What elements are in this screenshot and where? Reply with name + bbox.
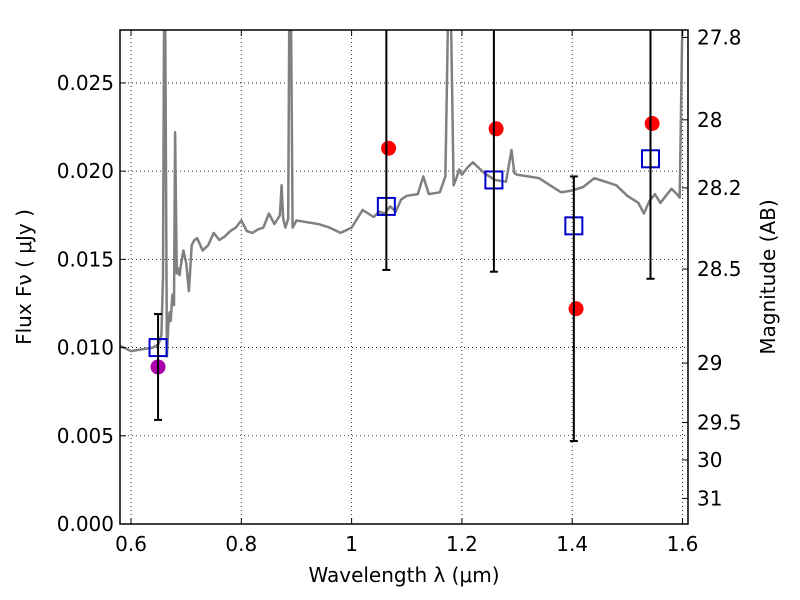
measured-point [488, 121, 504, 137]
x-tick-label: 0.8 [225, 532, 257, 556]
right-tick-label: 28 [697, 108, 722, 132]
y-tick-label: 0.020 [57, 159, 114, 183]
y-tick-label: 0.025 [57, 71, 114, 95]
right-tick-label: 31 [697, 486, 722, 510]
y-tick-label: 0.015 [57, 247, 114, 271]
x-tick-label: 1.2 [446, 532, 478, 556]
spectrum-line [120, 30, 684, 358]
measured-point [381, 140, 397, 156]
right-tick-label: 29.5 [697, 411, 742, 435]
plot-area [120, 30, 684, 443]
y-tick-label: 0.005 [57, 424, 114, 448]
y-tick-label: 0.000 [57, 512, 114, 536]
x-tick-label: 1.4 [556, 532, 588, 556]
y-tick-label: 0.010 [57, 336, 114, 360]
axis-ticks: 0.6 0.8 1 1.2 1.4 1.6 0.000 0.005 0.010 0.015 0.02… [57, 25, 742, 556]
y-axis-label: Flux Fν ( μJy ) [12, 209, 36, 345]
x-tick-label: 1 [345, 532, 358, 556]
right-tick-label: 30 [697, 448, 722, 472]
plot-frame [119, 29, 689, 525]
measured-point [644, 116, 660, 132]
right-tick-label: 28.5 [697, 257, 742, 281]
right-tick-label: 27.8 [697, 25, 742, 49]
right-tick-label: 28.2 [697, 176, 742, 200]
gridlines [120, 30, 688, 525]
measured-point [568, 301, 584, 317]
x-axis-label: Wavelength λ (μm) [308, 563, 499, 587]
x-tick-label: 1.6 [667, 532, 699, 556]
x-tick-label: 0.6 [115, 532, 147, 556]
right-tick-label: 29 [697, 351, 722, 375]
right-axis-label: Magnitude (AB) [756, 199, 780, 354]
